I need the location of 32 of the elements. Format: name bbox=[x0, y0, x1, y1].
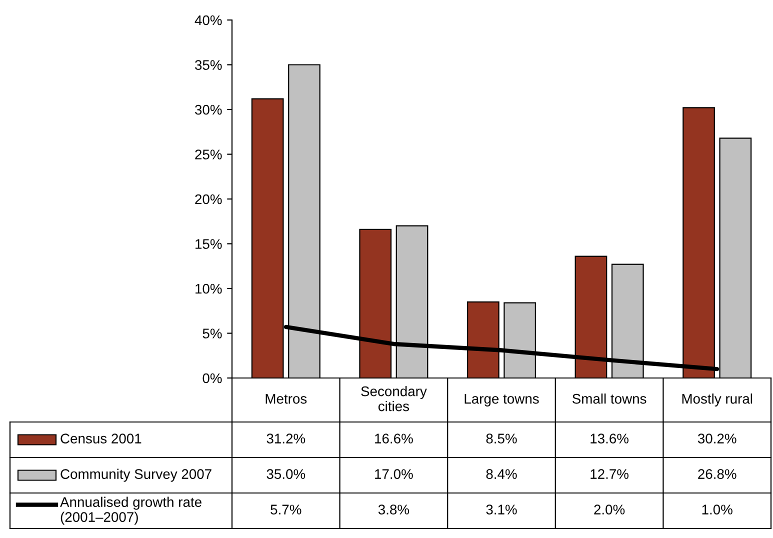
y-tick-label: 5% bbox=[202, 328, 222, 338]
data-label: 30.2% bbox=[698, 434, 736, 444]
y-tick-label: 0% bbox=[202, 373, 222, 384]
data-label: 3.1% bbox=[486, 504, 517, 514]
data-label: 3.8% bbox=[378, 504, 410, 514]
y-tick-label: 20% bbox=[195, 194, 222, 204]
x-tick-label: Small towns bbox=[572, 394, 646, 404]
y-tick-label: 10% bbox=[196, 284, 222, 294]
y-tick-label: 15% bbox=[196, 239, 222, 249]
legend-label: Census 2001 bbox=[60, 434, 142, 444]
x-tick-label: Large towns bbox=[464, 394, 539, 406]
data-label: 17.0% bbox=[375, 469, 413, 479]
data-label: 8.5% bbox=[486, 434, 517, 444]
y-tick-label: 35% bbox=[195, 60, 222, 70]
data-label: 5.7% bbox=[270, 504, 302, 514]
data-label: 2.0% bbox=[594, 504, 625, 514]
legend-label: Community Survey 2007 bbox=[60, 468, 212, 482]
data-label: 35.0% bbox=[266, 469, 306, 479]
data-label: 26.8% bbox=[698, 469, 736, 479]
data-label: 1.0% bbox=[702, 504, 732, 514]
x-tick-label: Metros bbox=[266, 394, 307, 404]
legend-label: Annualised growth rate (2001–2007) bbox=[60, 496, 202, 525]
x-tick-label: Mostly rural bbox=[682, 394, 752, 406]
x-tick-label: Secondary cities bbox=[361, 386, 427, 412]
data-label: 8.4% bbox=[486, 469, 517, 479]
data-label: 31.2% bbox=[266, 434, 306, 444]
y-tick-label: 40% bbox=[194, 15, 222, 26]
y-tick-label: 25% bbox=[195, 150, 222, 160]
y-tick-label: 30% bbox=[195, 104, 222, 115]
data-label: 13.6% bbox=[590, 434, 628, 444]
data-label: 16.6% bbox=[375, 434, 413, 444]
data-label: 12.7% bbox=[590, 469, 628, 479]
